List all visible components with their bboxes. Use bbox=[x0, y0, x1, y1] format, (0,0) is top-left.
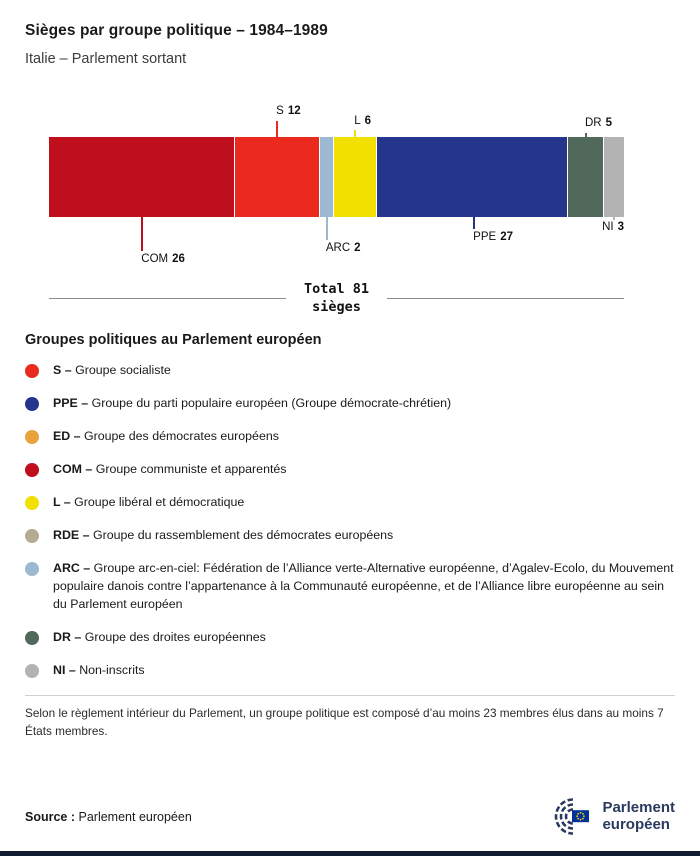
bar-label-s-code: S bbox=[276, 105, 284, 117]
legend: S – Groupe socialiste PPE – Groupe du pa… bbox=[25, 362, 675, 680]
color-dot-ppe bbox=[25, 397, 39, 412]
legend-item-ed: ED – Groupe des démocrates européens bbox=[25, 428, 675, 446]
legend-item-l: L – Groupe libéral et démocratique bbox=[25, 494, 675, 512]
color-dot-rde bbox=[25, 529, 39, 544]
bar-label-ni-seats: 3 bbox=[617, 221, 624, 233]
color-dot-arc bbox=[25, 562, 39, 576]
ep-logo[interactable]: Parlement européen bbox=[531, 795, 675, 838]
bar-label-dr-code: DR bbox=[584, 117, 602, 129]
logo-text: Parlement européen bbox=[602, 799, 675, 833]
legend-item-arc: ARC – Groupe arc-en-ciel: Fédération de … bbox=[25, 560, 675, 614]
legend-heading: Groupes politiques au Parlement européen bbox=[25, 332, 322, 349]
legend-item-label: ED – Groupe des démocrates européens bbox=[53, 429, 279, 444]
color-dot-com bbox=[25, 463, 39, 478]
legend-item-ni: NI – Non-inscrits bbox=[25, 662, 675, 680]
hemicycle-icon bbox=[555, 798, 590, 835]
legend-item-label: NI – Non-inscrits bbox=[53, 662, 145, 677]
bar-label-s: S 12 bbox=[276, 105, 300, 117]
leader-line-s bbox=[276, 121, 279, 137]
legend-item-label: RDE – Groupe du rassemblement des démocr… bbox=[53, 528, 394, 543]
bar-label-l-code: L bbox=[354, 115, 361, 127]
source-line: Source : Parlement européen bbox=[25, 810, 192, 824]
color-dot-dr bbox=[25, 630, 39, 645]
bar-label-arc-code: ARC bbox=[325, 242, 351, 254]
color-dot-ed bbox=[25, 430, 39, 445]
bar-segment-ni[interactable] bbox=[602, 137, 624, 217]
bar-label-ppe: PPE 27 bbox=[473, 231, 513, 243]
bar-segment-arc[interactable] bbox=[318, 137, 333, 217]
bar-label-arc-seats: 2 bbox=[354, 242, 361, 254]
bar-label-dr: DR 5 bbox=[585, 117, 612, 129]
bar-label-ppe-seats: 27 bbox=[500, 231, 513, 243]
bar-label-l-seats: 6 bbox=[364, 115, 372, 127]
total-rule-left bbox=[49, 298, 286, 300]
bar-label-s-seats: 12 bbox=[287, 105, 301, 117]
legend-item-dr: DR – Groupe des droites européennes bbox=[25, 629, 675, 647]
source-label: Source : bbox=[25, 809, 76, 824]
leader-line-l bbox=[354, 130, 357, 137]
bar-label-arc: ARC 2 bbox=[326, 242, 361, 254]
bar-segment-dr[interactable] bbox=[567, 137, 603, 217]
total-rule-right bbox=[387, 298, 625, 300]
bar-label-ni-code: NI bbox=[602, 221, 614, 233]
total-unit: sièges bbox=[312, 298, 361, 315]
leader-line-ppe bbox=[473, 217, 476, 229]
legend-item-rde: RDE – Groupe du rassemblement des démocr… bbox=[25, 527, 675, 545]
eu-flag-icon bbox=[572, 810, 590, 823]
leader-line-dr bbox=[584, 133, 587, 137]
legend-item-label: PPE – Groupe du parti populaire européen… bbox=[53, 396, 452, 411]
footnote-divider bbox=[25, 694, 675, 696]
total-label: Total bbox=[303, 281, 345, 297]
color-dot-l bbox=[25, 496, 39, 511]
color-dot-s bbox=[25, 364, 39, 379]
bar-label-ni: NI 3 bbox=[602, 221, 624, 233]
footer-row: Source : Parlement européen bbox=[25, 795, 675, 838]
legend-item-label: ARC – Groupe arc-en-ciel: Fédération de … bbox=[53, 561, 674, 611]
color-dot-ni bbox=[25, 663, 39, 678]
bottom-border-bar bbox=[0, 851, 700, 856]
bar-label-com: COM 26 bbox=[141, 253, 185, 265]
legend-item-label: DR – Groupe des droites européennes bbox=[53, 629, 266, 644]
leader-line-ni bbox=[613, 217, 616, 220]
bar-label-ppe-code: PPE bbox=[473, 231, 497, 243]
stacked-bar bbox=[49, 137, 624, 217]
legend-item-label: COM – Groupe communiste et apparentés bbox=[53, 462, 287, 477]
bar-segment-s[interactable] bbox=[233, 137, 319, 217]
bar-segment-ppe[interactable] bbox=[375, 137, 568, 217]
bar-segment-com[interactable] bbox=[49, 137, 234, 217]
legend-item-label: L – Groupe libéral et démocratique bbox=[53, 495, 245, 510]
legend-item-ppe: PPE – Groupe du parti populaire européen… bbox=[25, 395, 675, 413]
logo-text-line2: européen bbox=[602, 815, 670, 833]
legend-item-label: S – Groupe socialiste bbox=[53, 363, 171, 378]
page-title: Sièges par groupe politique – 1984–1989 bbox=[25, 22, 328, 39]
footnote: Selon le règlement intérieur du Parlemen… bbox=[25, 705, 664, 738]
bar-label-com-code: COM bbox=[141, 253, 169, 265]
total-value: 81 bbox=[352, 281, 370, 297]
legend-item-s: S – Groupe socialiste bbox=[25, 362, 675, 380]
legend-item-com: COM – Groupe communiste et apparentés bbox=[25, 461, 675, 479]
bar-label-com-seats: 26 bbox=[172, 253, 185, 265]
bar-label-dr-seats: 5 bbox=[605, 117, 612, 129]
leader-line-com bbox=[141, 217, 144, 251]
total-seats: Total 81 sièges bbox=[304, 281, 369, 316]
page-subtitle: Italie – Parlement sortant bbox=[25, 51, 187, 67]
total-seats-row: Total 81 sièges bbox=[49, 281, 625, 316]
leader-line-arc bbox=[325, 217, 328, 240]
bar-segment-l[interactable] bbox=[332, 137, 376, 217]
source-value: Parlement européen bbox=[78, 809, 192, 824]
logo-text-line1: Parlement bbox=[602, 799, 675, 817]
